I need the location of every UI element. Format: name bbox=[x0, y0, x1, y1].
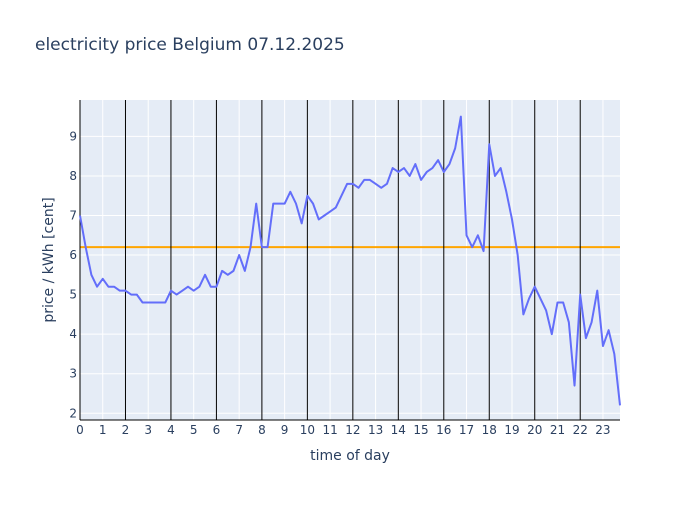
chart-title: electricity price Belgium 07.12.2025 bbox=[35, 35, 345, 55]
y-tick-label: 3 bbox=[69, 367, 77, 381]
x-tick-label: 9 bbox=[281, 423, 289, 437]
x-tick-label: 3 bbox=[144, 423, 152, 437]
x-tick-label: 1 bbox=[99, 423, 107, 437]
x-tick-label: 14 bbox=[391, 423, 406, 437]
y-tick-label: 4 bbox=[69, 327, 77, 341]
x-tick-label: 18 bbox=[482, 423, 497, 437]
x-tick-label: 16 bbox=[436, 423, 451, 437]
plot-area bbox=[80, 100, 620, 420]
x-tick-label: 8 bbox=[258, 423, 266, 437]
x-tick-label: 12 bbox=[345, 423, 360, 437]
series-layer bbox=[79, 115, 621, 406]
x-tick-label: 5 bbox=[190, 423, 198, 437]
x-tick-label: 19 bbox=[504, 423, 519, 437]
x-tick-label: 23 bbox=[595, 423, 610, 437]
x-tick-label: 7 bbox=[235, 423, 243, 437]
vertical-marker-lines bbox=[79, 100, 620, 421]
x-axis-title: time of day bbox=[310, 448, 390, 464]
x-tick-label: 21 bbox=[550, 423, 565, 437]
x-tick-label: 15 bbox=[413, 423, 428, 437]
x-tick-label: 10 bbox=[300, 423, 315, 437]
y-tick-label: 9 bbox=[69, 129, 77, 143]
x-tick-label: 6 bbox=[213, 423, 221, 437]
x-tick-label: 20 bbox=[527, 423, 542, 437]
price-series-line bbox=[79, 115, 621, 406]
x-tick-labels: 0 1 2 3 4 5 6 7 8 9 10 11 12 13 14 15 16 17 18 19 20 21 22 23 bbox=[76, 423, 610, 437]
x-tick-label: 17 bbox=[459, 423, 474, 437]
y-axis-title: price / kWh [cent] bbox=[41, 197, 57, 322]
y-tick-label: 7 bbox=[69, 209, 77, 223]
x-tick-label: 11 bbox=[322, 423, 337, 437]
y-tick-labels: 2 3 4 5 6 7 8 9 bbox=[69, 129, 77, 420]
x-tick-label: 0 bbox=[76, 423, 84, 437]
x-tick-label: 2 bbox=[122, 423, 130, 437]
x-tick-label: 4 bbox=[167, 423, 175, 437]
x-tick-label: 22 bbox=[573, 423, 588, 437]
y-tick-label: 5 bbox=[69, 288, 77, 302]
x-tick-label: 13 bbox=[368, 423, 383, 437]
y-tick-label: 6 bbox=[69, 248, 77, 262]
y-tick-label: 2 bbox=[69, 406, 77, 420]
y-tick-label: 8 bbox=[69, 169, 77, 183]
